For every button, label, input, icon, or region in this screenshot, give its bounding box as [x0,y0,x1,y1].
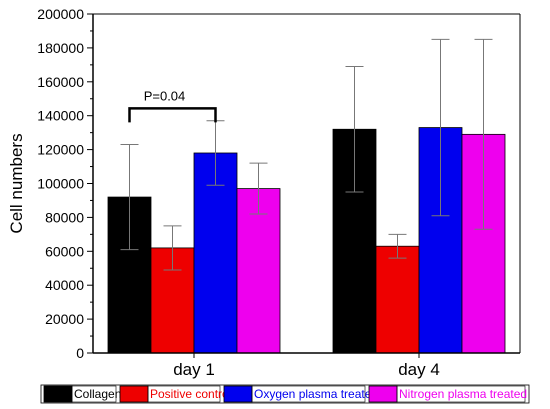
y-tick-label: 40000 [45,277,84,293]
legend-box [40,384,530,404]
y-tick-label: 200000 [37,6,84,22]
y-tick-label: 140000 [37,108,84,124]
legend-swatch [119,385,149,403]
legend-item-positive-control: Positive control [119,385,231,403]
error-bar-oxygen-plasma-treated-day-4 [431,38,450,217]
legend-swatch [368,385,398,403]
plot-area [107,38,506,354]
error-bar-positive-control-day-1 [163,225,182,271]
error-bar-positive-control-day-4 [388,233,407,259]
y-tick-label: 60000 [45,243,84,259]
x-tick-label: day 1 [173,360,215,379]
y-tick-label: 180000 [37,40,84,56]
legend-label-box [71,385,117,403]
legend: Collagen Positive control Oxygen plasma tr… [40,384,530,404]
bracket-line [128,107,217,123]
annotations: P=0.04 [128,88,217,123]
y-tick-label: 120000 [37,142,84,158]
legend-label: Positive control [150,387,231,401]
legend-label: Nitrogen plasma treated [399,387,527,401]
p-value-label: P=0.04 [144,88,186,103]
legend-label-box [147,385,221,403]
legend-swatch [43,385,73,403]
legend-label: Collagen [74,387,121,401]
legend-swatch [223,385,253,403]
y-tick-label: 80000 [45,209,84,225]
y-tick-label: 20000 [45,311,84,327]
error-bar-collagen-day-1 [120,144,139,251]
significance-bracket: P=0.04 [128,88,217,123]
legend-item-oxygen-plasma-treated: Oxygen plasma treated [223,385,378,403]
error-bar-collagen-day-4 [345,66,364,193]
legend-item-nitrogen-plasma-treated: Nitrogen plasma treated [368,385,527,403]
y-axis-title: Cell numbers [7,133,26,233]
legend-item-collagen: Collagen [43,385,121,403]
y-tick-label: 0 [76,345,84,361]
bar-positive-control-day-4 [375,245,420,354]
error-bar-nitrogen-plasma-treated-day-1 [249,162,268,215]
axes: 0 20000 40000 60000 80000 100000 120000 140000 1… [7,6,521,379]
y-tick-label: 160000 [37,74,84,90]
x-tick-label: day 4 [398,360,440,379]
legend-label-box [396,385,526,403]
y-tick-label: 100000 [37,176,84,192]
error-bar-nitrogen-plasma-treated-day-4 [474,38,493,230]
legend-label: Oxygen plasma treated [254,387,378,401]
legend-label-box [251,385,366,403]
